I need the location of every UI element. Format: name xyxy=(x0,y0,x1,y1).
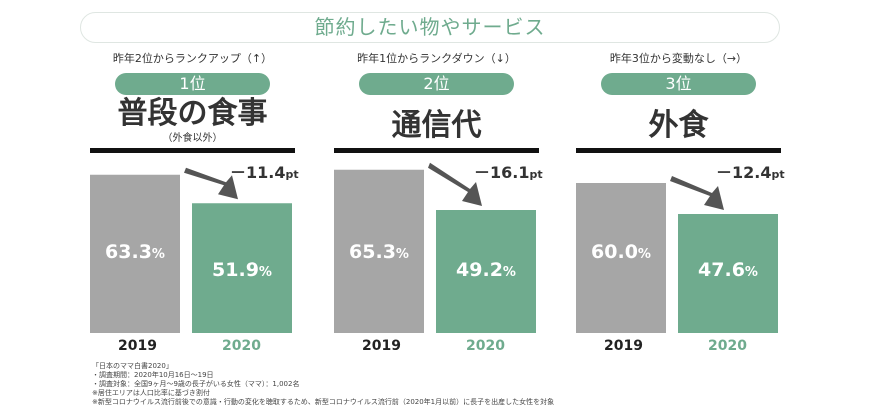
bar-value-label: 49.2% xyxy=(456,259,516,281)
item-name: 通信代 xyxy=(391,108,482,143)
decrease-arrow-icon xyxy=(428,162,482,206)
year-label-2020: 2020 xyxy=(222,338,261,354)
note-line: ※新型コロナウイルス流行前後での意識・行動の変化を聴取するため、新型コロナウイル… xyxy=(92,398,555,406)
bar-value-label: 47.6% xyxy=(698,259,758,281)
bar-value-label: 63.3% xyxy=(105,241,165,263)
delta-label: －11.4pt xyxy=(230,164,299,184)
bar-2019 xyxy=(576,183,666,333)
bar-value-label: 51.9% xyxy=(212,259,272,281)
item-note: （外食以外） xyxy=(162,133,223,144)
decrease-arrow-icon xyxy=(670,176,724,210)
rank-change-label: 昨年2位からランクアップ（↑） xyxy=(112,52,273,65)
delta-unit: pt xyxy=(285,168,299,181)
divider xyxy=(90,148,295,153)
year-label-2020: 2020 xyxy=(466,338,505,354)
delta-unit: pt xyxy=(529,168,543,181)
bar-2020 xyxy=(436,210,536,333)
survey-notes: 「日本のママ白書2020」 ・調査期間：2020年10月16日～19日 ・調査対… xyxy=(92,362,554,407)
ranking-panel-1: 昨年2位からランクアップ（↑） 1位 普段の食事 （外食以外） －11.4pt … xyxy=(90,0,299,360)
year-label-2019: 2019 xyxy=(362,338,401,354)
delta-unit: pt xyxy=(771,168,785,181)
bar-chart: 60.0% 47.6% xyxy=(576,176,778,333)
note-line: ・調査対象：全国9ヶ月～9歳の長子がいる女性（ママ）：1,002名 xyxy=(92,380,300,388)
bar-chart: 63.3% 51.9% xyxy=(90,167,292,333)
delta-label: －12.4pt xyxy=(716,164,785,184)
bar-value-label: 65.3% xyxy=(349,241,409,263)
delta-value: －11.4 xyxy=(230,163,286,182)
delta-label: －16.1pt xyxy=(474,164,543,184)
bar-2019 xyxy=(334,169,424,333)
item-name: 外食 xyxy=(648,108,709,143)
bar-chart: 65.3% 49.2% xyxy=(334,162,536,333)
delta-value: －12.4 xyxy=(716,163,772,182)
ranking-panel-3: 昨年3位から変動なし（→） 3位 外食 －12.4pt 2019 2020 60.… xyxy=(576,0,785,360)
rank-badge: 2位 xyxy=(359,73,514,95)
decrease-arrow-icon xyxy=(184,167,238,200)
rank-badge: 3位 xyxy=(601,73,756,95)
divider xyxy=(576,148,781,153)
year-label-2020: 2020 xyxy=(708,338,747,354)
note-line: 「日本のママ白書2020」 xyxy=(92,362,173,370)
note-line: ・調査期間：2020年10月16日～19日 xyxy=(92,371,214,379)
bar-value-label: 60.0% xyxy=(591,241,651,263)
note-line: ※居住エリアは人口比率に基づき割付 xyxy=(92,389,210,397)
bar-2020 xyxy=(192,203,292,333)
rank-change-label: 昨年3位から変動なし（→） xyxy=(609,52,748,65)
bar-2019 xyxy=(90,174,180,333)
rank-change-label: 昨年1位からランクダウン（↓） xyxy=(357,52,516,65)
page-title: 節約したい物やサービス xyxy=(80,12,780,43)
year-label-2019: 2019 xyxy=(604,338,643,354)
item-name: 普段の食事 xyxy=(117,96,268,131)
ranking-panel-2: 昨年1位からランクダウン（↓） 2位 通信代 －16.1pt 2019 2020… xyxy=(334,0,543,360)
year-label-2019: 2019 xyxy=(118,338,157,354)
bar-2020 xyxy=(678,214,778,333)
rank-badge: 1位 xyxy=(115,73,270,95)
divider xyxy=(334,148,539,153)
delta-value: －16.1 xyxy=(474,163,530,182)
